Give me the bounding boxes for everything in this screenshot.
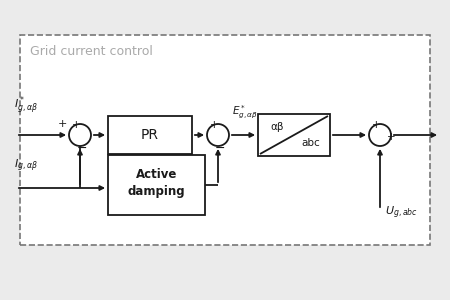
Text: +: + xyxy=(72,120,80,130)
Text: $I_{g,\alpha\beta}$: $I_{g,\alpha\beta}$ xyxy=(14,158,38,174)
Text: $U_{g,abc}$: $U_{g,abc}$ xyxy=(385,205,418,221)
Text: PR: PR xyxy=(141,128,159,142)
Text: $E^*_{g,\alpha\beta}$: $E^*_{g,\alpha\beta}$ xyxy=(232,103,258,121)
Text: +: + xyxy=(57,119,67,129)
Bar xyxy=(258,114,330,156)
Text: +: + xyxy=(372,120,380,130)
Text: abc: abc xyxy=(301,138,320,148)
Text: −: − xyxy=(215,142,225,155)
Text: −: − xyxy=(77,142,87,155)
Bar xyxy=(108,155,205,215)
Text: +: + xyxy=(387,132,396,142)
Text: αβ: αβ xyxy=(271,122,284,132)
Text: $I^*_{g,\alpha\beta}$: $I^*_{g,\alpha\beta}$ xyxy=(14,95,38,117)
Text: Active
damping: Active damping xyxy=(128,169,185,197)
Bar xyxy=(108,116,192,154)
Text: +: + xyxy=(210,120,218,130)
Text: Grid current control: Grid current control xyxy=(30,45,153,58)
FancyBboxPatch shape xyxy=(20,35,430,245)
